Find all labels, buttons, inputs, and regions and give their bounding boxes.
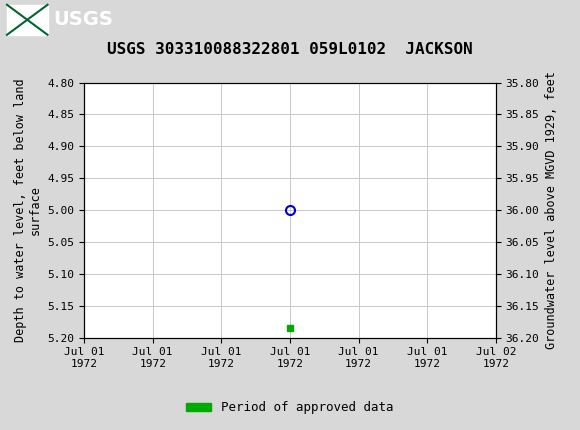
Legend: Period of approved data: Period of approved data — [181, 396, 399, 419]
Y-axis label: Depth to water level, feet below land
surface: Depth to water level, feet below land su… — [14, 78, 42, 342]
Text: USGS: USGS — [53, 10, 113, 29]
Y-axis label: Groundwater level above MGVD 1929, feet: Groundwater level above MGVD 1929, feet — [545, 71, 558, 349]
Bar — [7, 5, 48, 35]
Text: USGS 303310088322801 059L0102  JACKSON: USGS 303310088322801 059L0102 JACKSON — [107, 42, 473, 57]
